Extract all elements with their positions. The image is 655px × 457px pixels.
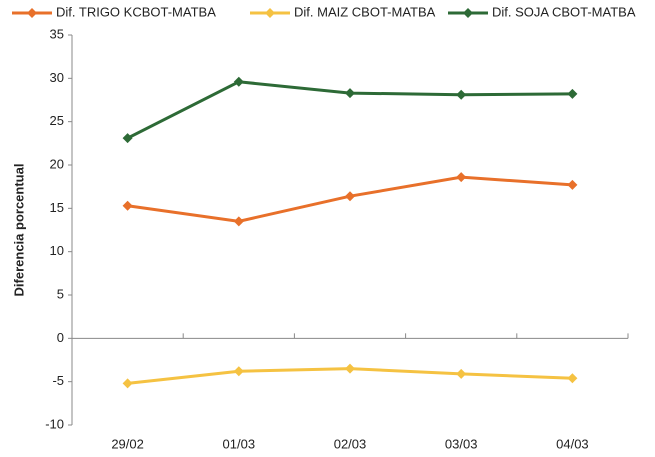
data-point [567,373,578,384]
y-tick-label: 30 [50,70,64,85]
data-point [456,89,467,100]
data-point [233,366,244,377]
legend-label: Dif. SOJA CBOT-MATBA [492,4,636,19]
data-point [233,76,244,87]
data-point [233,216,244,227]
legend-marker [27,8,37,18]
y-tick-label: 20 [50,156,64,171]
legend-label: Dif. TRIGO KCBOT-MATBA [56,4,216,19]
y-tick-label: -10 [45,416,64,431]
y-axis-label: Diferencia porcentual [11,164,26,297]
data-point [345,88,355,99]
data-point [567,88,578,99]
y-tick-label: 5 [57,286,64,301]
data-point [122,133,133,144]
data-point [345,191,355,202]
data-point [122,378,133,389]
y-tick-label: 15 [50,200,64,215]
data-point [345,363,355,374]
y-tick-label: 35 [50,26,64,41]
y-tick-label: 10 [50,243,64,258]
x-tick-label: 29/02 [111,436,144,451]
x-tick-label: 04/03 [556,436,589,451]
data-point [456,172,467,183]
data-point [567,179,578,190]
x-tick-label: 02/03 [334,436,367,451]
y-tick-label: 0 [57,330,64,345]
legend-marker [265,8,275,18]
data-point [122,200,133,211]
legend-label: Dif. MAIZ CBOT-MATBA [294,4,436,19]
y-tick-label: -5 [52,373,64,388]
x-tick-label: 01/03 [223,436,256,451]
x-tick-label: 03/03 [445,436,478,451]
y-tick-label: 25 [50,113,64,128]
legend-marker [463,8,473,18]
data-point [456,368,467,379]
